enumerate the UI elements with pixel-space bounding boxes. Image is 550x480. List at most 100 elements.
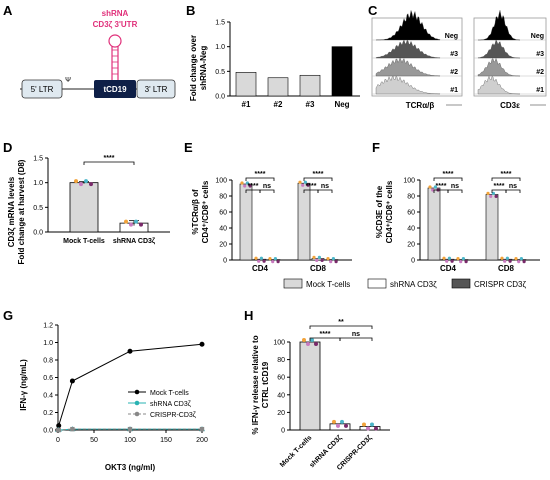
chart-f-point <box>445 259 449 263</box>
chart-g-ytick-label: 0.4 <box>43 393 53 400</box>
chart-f-point <box>500 256 504 260</box>
flow-cd3-sample-label: #1 <box>536 87 544 94</box>
chart-h-sig-mock-crispr-bracket <box>309 325 373 329</box>
chart-b-ytick-label: 0.0 <box>215 94 225 101</box>
flow-histograms: Neg Neg #3 #3 #2 #2 #1 #1 <box>372 9 546 95</box>
chart-h: % IFN-γ release relative to CTRL tCD19 0… <box>251 319 390 472</box>
chart-e-sig-inner-label: **** <box>306 183 317 190</box>
chart-b-ytick-label: 1.5 <box>215 20 225 27</box>
chart-h-point <box>336 423 340 428</box>
chart-f-point <box>491 191 495 195</box>
chart-d-marks: 0.0 0.5 1.0 1.5 Mock T-cells shRNA CD3ζ **** <box>33 155 156 245</box>
chart-e-point <box>243 184 247 188</box>
chart-f-point <box>461 257 465 261</box>
chart-e-ytick-label: 60 <box>219 210 227 217</box>
chart-e-bar <box>267 259 281 261</box>
flow-tcr-sample-label: #1 <box>450 87 458 94</box>
chart-e-sig-ns-label: ns <box>263 183 271 190</box>
chart-h-sig-mock-crispr-label: ** <box>338 319 344 326</box>
panel-letter-d: D <box>3 140 12 155</box>
chart-g-ytick-label: 0.0 <box>43 428 53 435</box>
flow-tcr-sample-label: Neg <box>445 33 458 40</box>
chart-g-ytick-label: 1.2 <box>43 323 53 330</box>
chart-h-ylabel-line2: CTRL tCD19 <box>261 361 270 408</box>
chart-h-point <box>366 426 370 431</box>
chart-f-point <box>447 256 451 260</box>
chart-h-point <box>314 342 318 346</box>
chart-d-category-label: shRNA CD3ζ <box>113 238 156 245</box>
chart-d-sig-label: **** <box>104 155 115 162</box>
chart-d-point <box>79 182 83 187</box>
chart-e-bar <box>325 259 339 261</box>
chart-d-ytick-label: 1.5 <box>33 156 43 163</box>
chart-b-category-label: Neg <box>334 100 349 109</box>
legend-ef: Mock T-cells shRNA CD3ζ CRISPR CD3ζ <box>283 278 526 289</box>
chart-e-marks: 0 20 40 60 80 100 CD4 **** **** ns CD8 **** **** ns <box>215 171 339 273</box>
panel-letter-c: C <box>368 3 378 18</box>
chart-f-bar <box>485 194 499 261</box>
chart-f-point <box>517 260 521 264</box>
chart-d-bar <box>69 182 99 233</box>
flow-tcr-histogram <box>375 9 441 41</box>
chart-f-point <box>428 185 432 189</box>
chart-h-point <box>370 422 374 427</box>
ltr5-box <box>21 79 63 99</box>
chart-b-marks: 0.0 0.5 1.0 1.5 #1 #2 #3 Neg <box>215 20 353 109</box>
flow-tcr-label: TCRα/β <box>406 101 435 110</box>
chart-d-point <box>129 222 133 227</box>
chart-f-ytick-label: 80 <box>407 194 415 201</box>
chart-f-bar <box>513 259 527 261</box>
chart-f-point <box>450 259 454 263</box>
chart-d-ylabel-line2: Fold change at harvest (D8) <box>17 159 26 264</box>
chart-g-legend-label: CRISPR-CD3ζ <box>150 412 196 419</box>
chart-g-legend-marker <box>134 389 140 395</box>
chart-d-ytick-label: 0.0 <box>33 230 43 237</box>
chart-e-point <box>298 180 302 184</box>
chart-h-ytick-label: 100 <box>273 340 285 347</box>
chart-e-point <box>326 257 330 261</box>
chart-f-point <box>464 260 468 264</box>
chart-d-point <box>89 182 93 187</box>
chart-f-ytick-label: 100 <box>403 178 415 185</box>
chart-h-ytick-label: 0 <box>281 428 285 435</box>
chart-f-bar <box>427 187 441 261</box>
chart-f-point <box>489 194 493 198</box>
chart-h-point <box>310 338 314 342</box>
chart-e-ytick-label: 20 <box>219 242 227 249</box>
chart-g-ytick-label: 0.8 <box>43 358 53 365</box>
chart-e-sig-outer-bracket <box>303 177 333 181</box>
chart-e-bar <box>239 183 253 261</box>
chart-h-ytick-label: 60 <box>277 375 285 382</box>
ltr3-box <box>136 79 176 99</box>
panel-letter-a: A <box>3 3 13 18</box>
ltr5-label: 5' LTR <box>31 85 54 94</box>
legend-ef-swatch <box>367 278 387 289</box>
chart-f-sig-ns-bracket <box>447 189 463 193</box>
chart-e-point <box>315 258 319 262</box>
chart-f-point <box>494 194 498 198</box>
chart-h-ytick-label: 40 <box>277 392 285 399</box>
panel-letter-b: B <box>186 3 195 18</box>
chart-e-point <box>301 183 305 187</box>
chart-f-sig-outer-bracket <box>433 177 463 181</box>
chart-d: CD3ζ mRNA levels Fold change at harvest … <box>7 155 170 264</box>
chart-f-sig-ns-label: ns <box>509 183 517 190</box>
legend-ef-label: Mock T-cells <box>306 280 350 289</box>
tcd19-box <box>94 80 136 98</box>
chart-e-sig-outer-bracket <box>245 177 275 181</box>
chart-g-xtick-label: 100 <box>124 437 136 444</box>
chart-e-ytick-label: 40 <box>219 226 227 233</box>
chart-d-point <box>74 179 78 184</box>
chart-f-point <box>514 257 518 261</box>
chart-e: %TCRα/β of CD4⁺/CD8⁺ cells 0 20 40 60 80 100 C… <box>191 171 352 273</box>
chart-b-ylabel-line1: Fold change over <box>189 35 198 101</box>
chart-e-point <box>331 257 335 261</box>
chart-f-point <box>433 185 437 189</box>
chart-d-point <box>124 219 128 224</box>
legend-ef-swatch <box>451 278 471 289</box>
chart-b-category-label: #3 <box>306 100 315 109</box>
flow-cd3-sample-label: #2 <box>536 69 544 76</box>
tcd19-label: tCD19 <box>103 85 127 94</box>
chart-g-xtick-label: 200 <box>196 437 208 444</box>
